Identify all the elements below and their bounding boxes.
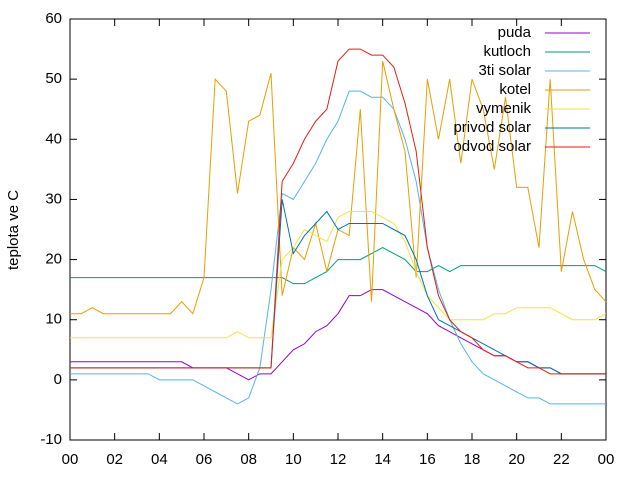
x-tick-label: 06	[196, 451, 213, 468]
x-tick-label: 22	[553, 451, 570, 468]
legend-label: odvod solar	[453, 138, 531, 155]
y-axis-label: teplota ve C	[5, 190, 22, 270]
legend-label: vymenik	[476, 100, 532, 117]
x-tick-label: 00	[598, 451, 615, 468]
x-tick-label: 18	[464, 451, 481, 468]
x-tick-label: 02	[106, 451, 123, 468]
y-tick-label: 30	[45, 190, 62, 207]
x-tick-label: 08	[240, 451, 257, 468]
y-tick-label: 60	[45, 10, 62, 27]
legend-label: 3ti solar	[478, 62, 531, 79]
x-tick-label: 00	[62, 451, 79, 468]
x-tick-label: 14	[374, 451, 391, 468]
series-line	[70, 48, 606, 375]
x-tick-label: 20	[508, 451, 525, 468]
y-tick-label: 10	[45, 311, 62, 328]
y-tick-label: -10	[40, 431, 62, 448]
series-line	[70, 90, 606, 405]
legend-label: puda	[498, 24, 532, 41]
y-tick-label: 0	[54, 371, 62, 388]
series-line	[70, 246, 607, 285]
series-line	[70, 199, 606, 375]
x-tick-label: 04	[151, 451, 168, 468]
y-tick-label: 20	[45, 251, 62, 268]
x-tick-label: 16	[419, 451, 436, 468]
legend-label: kotel	[499, 81, 531, 98]
x-tick-label: 10	[285, 451, 302, 468]
series-line	[70, 210, 607, 339]
x-tick-label: 12	[330, 451, 347, 468]
legend-label: privod solar	[453, 119, 531, 136]
y-tick-label: 50	[45, 70, 62, 87]
y-tick-label: 40	[45, 130, 62, 147]
legend-label: kutloch	[483, 43, 531, 60]
